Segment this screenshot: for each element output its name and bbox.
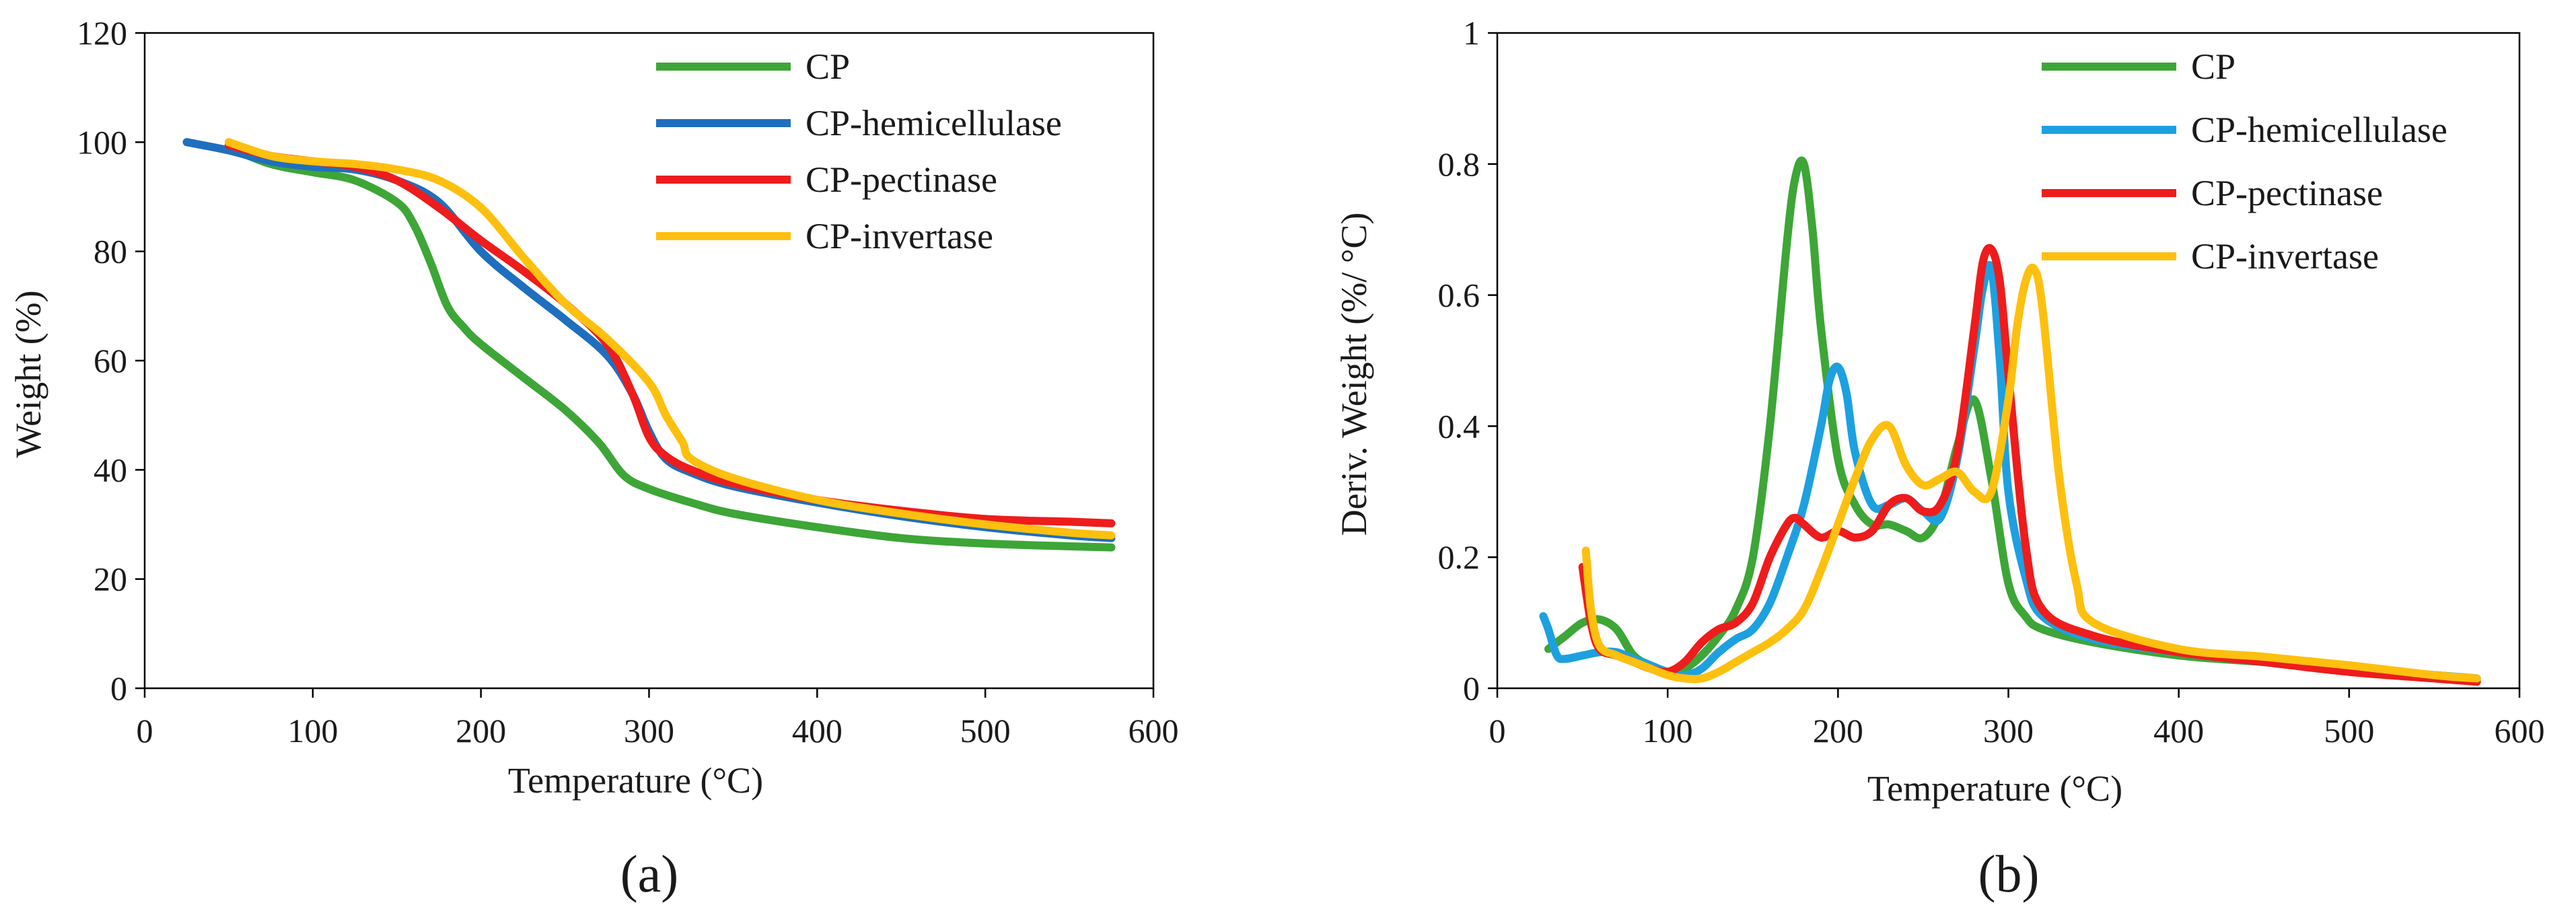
y-axis-title: Deriv. Weight (%/ °C) xyxy=(1334,213,1374,536)
panel-label: (a) xyxy=(620,844,679,903)
x-axis-title: Temperature (°C) xyxy=(1867,768,2122,809)
y-tick-label: 0 xyxy=(1463,669,1480,707)
legend-label-cp-invertase: CP-invertase xyxy=(806,216,993,256)
x-tick-label: 600 xyxy=(2495,712,2545,749)
chart-panel-a: 0 20 40 60 80 100 120 0 100 200 300 400 500 600 Temper… xyxy=(8,14,1179,903)
x-tick-label: 200 xyxy=(456,712,506,749)
y-tick-label: 0.4 xyxy=(1438,407,1480,445)
y-tick-label: 80 xyxy=(94,233,127,270)
series-line-cp-invertase xyxy=(224,138,1116,540)
x-tick-label: 500 xyxy=(960,712,1011,749)
y-tick-label: 60 xyxy=(94,342,127,379)
legend-label-cp-hemicellulase: CP-hemicellulase xyxy=(806,103,1062,143)
x-tick-label: 400 xyxy=(792,712,843,749)
legend-label-cp-pectinase: CP-pectinase xyxy=(2191,173,2383,213)
y-axis-title: Weight (%) xyxy=(8,290,48,458)
x-tick-label: 100 xyxy=(287,712,338,749)
x-tick-label: 400 xyxy=(2153,712,2204,749)
x-tick-label: 300 xyxy=(624,712,674,749)
y-tick-label: 120 xyxy=(77,14,127,52)
legend-label-cp-pectinase: CP-pectinase xyxy=(806,159,997,200)
chart-panel-b: 0 0.2 0.4 0.6 0.8 1 0 100 200 300 400 500 600 Tempera… xyxy=(1334,14,2545,903)
series-line-cp-pectinase xyxy=(1578,244,2481,686)
panel-label: (b) xyxy=(1978,844,2040,903)
y-tick-label: 0.8 xyxy=(1438,145,1480,183)
y-tick-label: 20 xyxy=(94,560,127,598)
legend-label-cp: CP xyxy=(806,46,850,87)
x-tick-label: 300 xyxy=(1983,712,2034,749)
y-tick-label: 1 xyxy=(1463,14,1480,52)
series-line-cp-hemicellulase xyxy=(1539,260,2481,683)
legend-label-cp: CP xyxy=(2191,46,2235,87)
x-tick-label: 200 xyxy=(1813,712,1863,749)
x-tick-label: 0 xyxy=(137,712,153,749)
series-line-cp xyxy=(224,143,1116,552)
x-tick-label: 500 xyxy=(2324,712,2374,749)
legend-label-cp-hemicellulase: CP-hemicellulase xyxy=(2191,110,2447,150)
y-tick-label: 0.2 xyxy=(1438,538,1480,576)
x-tick-label: 100 xyxy=(1643,712,1693,749)
y-tick-label: 0 xyxy=(110,669,127,707)
x-tick-label: 600 xyxy=(1129,712,1179,749)
y-tick-label: 100 xyxy=(77,123,127,161)
x-tick-label: 0 xyxy=(1489,712,1506,749)
legend-label-cp-invertase: CP-invertase xyxy=(2191,236,2379,277)
y-tick-label: 0.6 xyxy=(1438,277,1480,314)
series-line-cp-invertase xyxy=(1581,263,2481,684)
y-tick-label: 40 xyxy=(94,451,127,488)
series-line-cp-hemicellulase xyxy=(182,138,1116,542)
x-axis-title: Temperature (°C) xyxy=(508,760,763,801)
